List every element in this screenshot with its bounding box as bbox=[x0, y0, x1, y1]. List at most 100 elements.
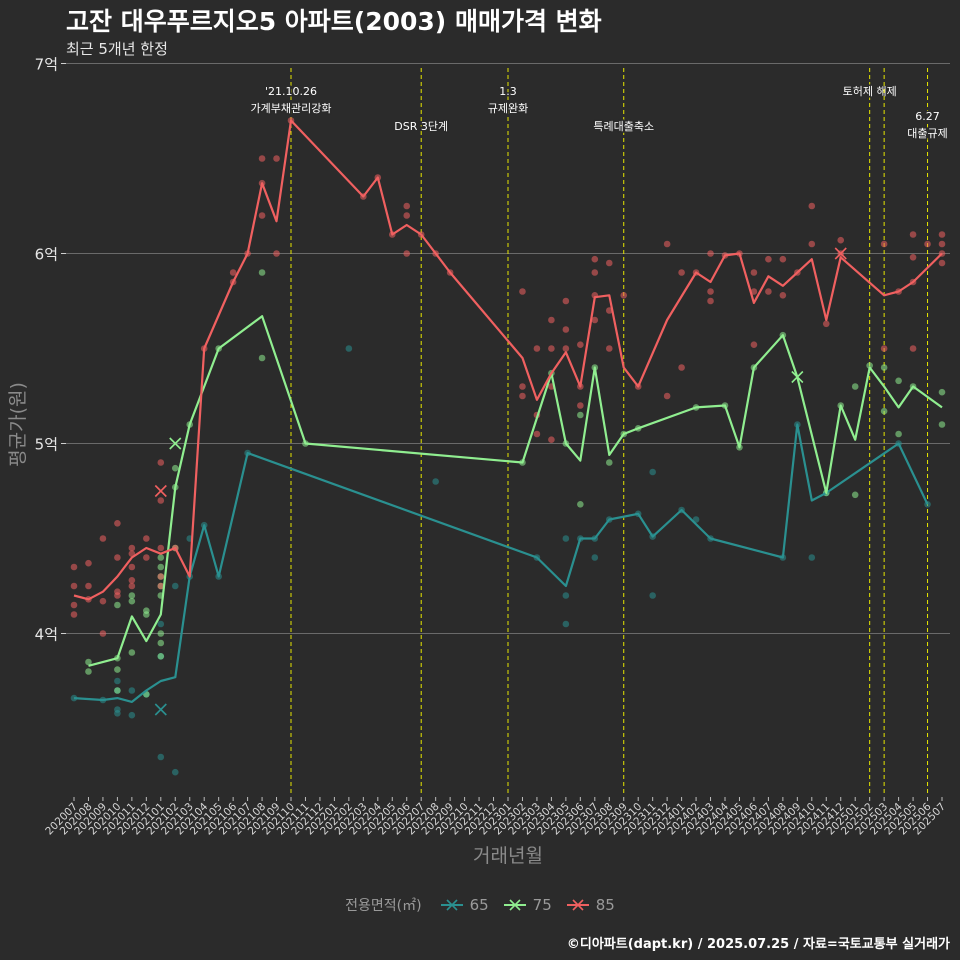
tick-label-y: 7억 bbox=[35, 56, 58, 74]
data-point-85 bbox=[707, 250, 714, 257]
data-point-75 bbox=[114, 666, 121, 673]
data-point-75 bbox=[157, 563, 165, 571]
data-point-65 bbox=[114, 677, 121, 685]
data-point-85 bbox=[85, 559, 92, 567]
legend-item-65: 65 bbox=[440, 896, 489, 914]
data-point-75 bbox=[157, 639, 165, 647]
data-point-75 bbox=[157, 630, 165, 637]
data-point-65 bbox=[171, 768, 179, 776]
data-point-85 bbox=[750, 269, 758, 276]
data-point-85 bbox=[548, 345, 555, 352]
data-point-85 bbox=[157, 497, 165, 504]
data-point-85 bbox=[620, 292, 628, 299]
cross-stroke bbox=[154, 703, 167, 716]
data-point-75 bbox=[938, 388, 946, 396]
cross-marker-75 bbox=[169, 437, 182, 450]
data-point-75 bbox=[171, 464, 179, 472]
data-point-85 bbox=[765, 288, 772, 295]
series-line-85 bbox=[73, 119, 943, 601]
legend-key-cross bbox=[572, 899, 584, 911]
data-point-65 bbox=[114, 710, 121, 717]
data-point-85 bbox=[548, 436, 555, 444]
data-point-85 bbox=[605, 259, 613, 267]
data-point-75 bbox=[128, 597, 136, 605]
data-point-75 bbox=[157, 653, 165, 660]
data-point-85 bbox=[114, 554, 121, 561]
data-point-65 bbox=[345, 345, 353, 352]
event-marker-label: 특례대출축소 bbox=[593, 120, 654, 133]
data-point-85 bbox=[258, 212, 266, 219]
event-marker-label: 6.27 bbox=[915, 110, 940, 123]
event-marker-label: DSR 3단계 bbox=[394, 120, 448, 133]
data-point-85 bbox=[779, 292, 787, 299]
legend-key-cross bbox=[509, 899, 521, 911]
caption: ©디아파트(dapt.kr) / 2025.07.25 / 자료=국토교통부 실… bbox=[566, 937, 950, 952]
data-point-85 bbox=[678, 269, 685, 276]
data-point-85 bbox=[519, 288, 526, 295]
data-point-85 bbox=[99, 597, 107, 605]
data-point-85 bbox=[605, 345, 613, 352]
data-point-65 bbox=[649, 468, 656, 476]
data-point-85 bbox=[562, 345, 570, 352]
data-point-75 bbox=[605, 459, 613, 466]
data-point-65 bbox=[157, 620, 165, 628]
data-point-85 bbox=[938, 259, 946, 267]
legend-key-75 bbox=[503, 899, 526, 911]
data-point-75 bbox=[114, 687, 121, 694]
data-point-75 bbox=[851, 491, 859, 499]
data-point-85 bbox=[70, 563, 78, 571]
event-marker-label: 1.3 bbox=[499, 85, 517, 98]
data-point-85 bbox=[70, 582, 78, 590]
data-point-75 bbox=[128, 592, 136, 599]
data-point-75 bbox=[258, 354, 266, 362]
data-point-85 bbox=[273, 155, 280, 162]
event-marker-label: 규제완화 bbox=[488, 102, 528, 115]
y-axis-title: 평균가(원) bbox=[7, 382, 29, 467]
legend-label-85: 85 bbox=[595, 896, 615, 914]
data-point-85 bbox=[707, 297, 714, 305]
cross-stroke bbox=[791, 370, 804, 384]
data-point-85 bbox=[99, 630, 107, 637]
data-point-85 bbox=[808, 240, 816, 248]
data-point-75 bbox=[577, 501, 584, 508]
cross-stroke bbox=[169, 437, 182, 450]
data-point-85 bbox=[880, 240, 888, 248]
data-point-75 bbox=[880, 407, 888, 415]
data-point-85 bbox=[403, 250, 411, 257]
tick-label-y: 5억 bbox=[35, 436, 58, 454]
legend-key-85 bbox=[566, 899, 589, 911]
legend-label-75: 75 bbox=[532, 896, 552, 914]
data-point-85 bbox=[157, 459, 165, 466]
data-point-65 bbox=[432, 478, 439, 485]
data-point-75 bbox=[938, 421, 946, 428]
legend-key-65 bbox=[440, 899, 463, 911]
data-point-85 bbox=[85, 582, 92, 590]
data-point-85 bbox=[591, 255, 599, 263]
data-point-75 bbox=[866, 362, 873, 369]
data-point-75 bbox=[128, 649, 136, 656]
data-point-85 bbox=[229, 269, 237, 276]
data-point-85 bbox=[403, 212, 411, 219]
data-point-85 bbox=[924, 240, 931, 248]
data-point-65 bbox=[808, 554, 816, 561]
data-point-65 bbox=[128, 711, 136, 719]
data-point-85 bbox=[591, 269, 599, 276]
data-point-65 bbox=[591, 554, 599, 561]
data-point-65 bbox=[649, 592, 656, 599]
data-point-85 bbox=[707, 288, 714, 295]
data-point-85 bbox=[562, 297, 570, 305]
data-point-85 bbox=[938, 240, 946, 248]
data-point-85 bbox=[909, 253, 917, 261]
data-point-85 bbox=[837, 236, 845, 244]
data-point-85 bbox=[403, 202, 411, 210]
data-point-85 bbox=[70, 601, 78, 609]
cross-stroke bbox=[154, 484, 167, 498]
data-point-85 bbox=[880, 345, 888, 352]
data-point-85 bbox=[533, 430, 541, 438]
data-point-85 bbox=[562, 326, 570, 333]
data-point-85 bbox=[143, 554, 150, 561]
crosses-layer bbox=[154, 247, 847, 716]
legend-label-65: 65 bbox=[469, 896, 489, 914]
